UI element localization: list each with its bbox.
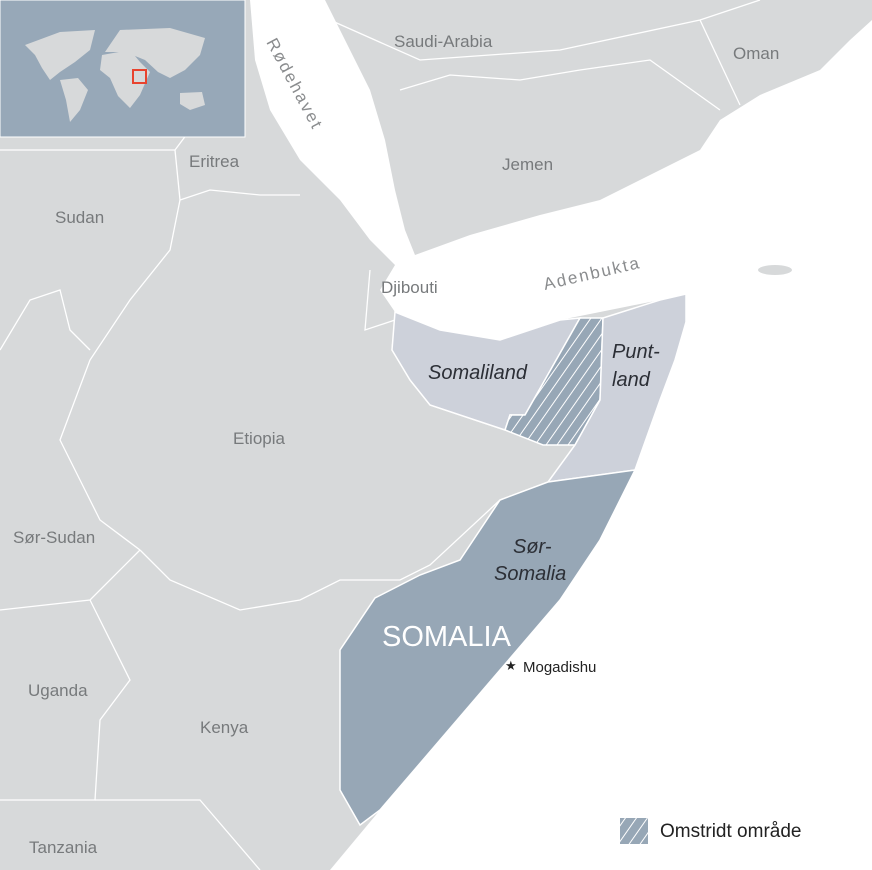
sea (250, 0, 872, 870)
label-tanzania: Tanzania (29, 838, 98, 857)
label-eritrea: Eritrea (189, 152, 240, 171)
label-south-sudan: Sør-Sudan (13, 528, 95, 547)
inset-world-map (0, 0, 246, 138)
label-somaliland: Somaliland (428, 362, 528, 384)
label-kenya: Kenya (200, 718, 249, 737)
label-somalia: SOMALIA (382, 621, 512, 653)
label-south-somalia-2: Somalia (494, 563, 566, 585)
label-puntland-1: Punt- (612, 341, 660, 363)
label-uganda: Uganda (28, 681, 88, 700)
label-oman: Oman (733, 44, 779, 63)
label-yemen: Jemen (502, 155, 553, 174)
label-ethiopia: Etiopia (233, 429, 286, 448)
star-icon: ★ (505, 658, 517, 673)
label-djibouti: Djibouti (381, 278, 438, 297)
label-puntland-2: land (612, 369, 651, 391)
label-sudan: Sudan (55, 208, 104, 227)
region-puntland (546, 293, 687, 483)
label-saudi-arabia: Saudi-Arabia (394, 32, 493, 51)
label-mogadishu: Mogadishu (523, 659, 596, 676)
label-south-somalia-1: Sør- (513, 536, 552, 558)
legend-hatch-swatch (620, 818, 648, 844)
region-south-somalia (339, 469, 637, 827)
location-marker (132, 69, 147, 84)
socotra-island (758, 265, 792, 275)
legend-label: Omstridt område (660, 821, 801, 842)
legend: Omstridt område (620, 818, 801, 844)
